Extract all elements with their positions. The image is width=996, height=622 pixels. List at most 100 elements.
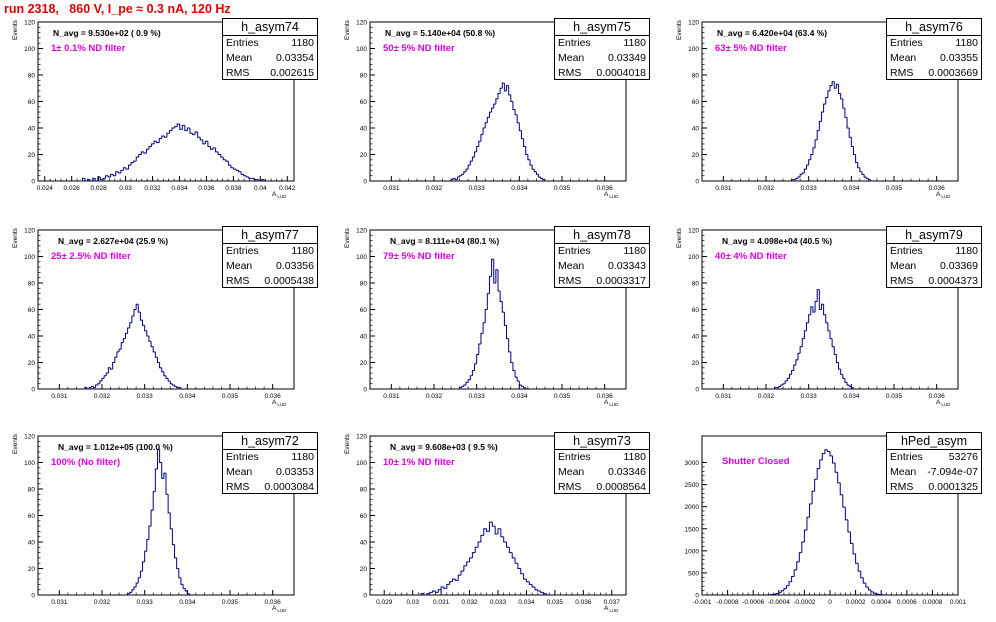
filter-label: 10± 1% ND filter <box>383 457 455 468</box>
histogram-bin <box>783 588 787 591</box>
figure-title: run 2318, 860 V, I_pe ≈ 0.3 nA, 120 Hz <box>4 2 231 16</box>
histogram-bin <box>855 154 858 163</box>
histogram-bin <box>151 143 155 147</box>
histogram-bin <box>477 541 481 548</box>
histogram-bin <box>167 378 171 382</box>
x-tick-label: 0.028 <box>90 185 107 192</box>
x-tick-label: 0.033 <box>490 599 507 606</box>
stats-entries-row: Entries 1180 <box>223 450 317 465</box>
histogram-bin <box>450 179 454 181</box>
x-axis-label-subscript: LUD <box>609 402 619 408</box>
x-tick-label: 0.032 <box>758 393 775 400</box>
histogram-bin <box>848 385 852 387</box>
histogram-bin <box>808 159 811 166</box>
x-tick-label: 0.034 <box>171 185 188 192</box>
stats-rms-key: RMS <box>558 481 582 493</box>
histogram-bin <box>156 357 160 363</box>
histogram-bin <box>186 127 190 131</box>
y-tick-label: 40 <box>360 126 368 133</box>
histogram-bin <box>806 164 809 170</box>
x-tick-label: 0.036 <box>929 393 946 400</box>
filter-label: 50± 5% ND filter <box>383 43 455 54</box>
stats-box: h_asym77 Entries 1180 Mean 0.03356 RMS 0.00054… <box>222 226 318 288</box>
x-tick-label: 0.0002 <box>846 599 866 606</box>
histogram-bin <box>99 380 102 384</box>
histogram-bin <box>537 589 541 592</box>
histogram-bin <box>466 561 470 566</box>
histogram-bin <box>463 171 466 175</box>
histogram-bin <box>867 178 871 181</box>
histogram-plot-h_asym73: 0 20 40 60 80 100 120 0.029 0.03 0.031 0.032 0.033 0… <box>356 434 627 606</box>
stats-entries-key: Entries <box>226 245 259 257</box>
histogram-bin <box>495 269 498 283</box>
histogram-bin <box>467 164 471 170</box>
y-tick-label: 80 <box>692 281 700 288</box>
histogram-bin <box>506 85 509 91</box>
histogram-bin <box>165 375 169 379</box>
histogram-bin <box>829 85 833 91</box>
histogram-bin <box>788 373 792 379</box>
histogram-bin <box>491 258 494 277</box>
x-tick-label: -0.0002 <box>793 599 815 606</box>
stats-histogram-name: h_asym75 <box>555 19 649 36</box>
histogram-bin <box>860 571 864 579</box>
stats-rms-value: 0.0003317 <box>596 275 646 287</box>
histogram-bin <box>215 147 219 153</box>
histogram-bin <box>88 387 92 389</box>
x-axis-label-main: A <box>604 191 609 198</box>
y-tick-label: 60 <box>360 513 368 520</box>
stats-rms-value: 0.0004373 <box>928 275 978 287</box>
histogram-bin <box>461 173 464 176</box>
histogram-bin <box>793 569 797 577</box>
y-tick-label: 40 <box>360 334 368 341</box>
histogram-bin <box>176 386 179 389</box>
histogram-bin <box>816 130 820 140</box>
x-axis-label: ALUD <box>272 399 286 407</box>
histogram-bin <box>810 306 813 315</box>
histogram-bin <box>543 592 547 595</box>
navg-label: N_avg = 9.530e+02 ( 0.9 %) <box>53 28 161 38</box>
x-tick-label: 0.034 <box>843 185 860 192</box>
stats-histogram-name: h_asym76 <box>887 19 981 36</box>
histogram-bin <box>857 162 860 169</box>
stats-rms-key: RMS <box>226 275 250 287</box>
histogram-bin <box>483 528 487 536</box>
stats-entries-value: 1180 <box>291 245 314 257</box>
histogram-bin <box>87 179 91 181</box>
histogram-bin <box>117 171 121 174</box>
stats-entries-value: 1180 <box>623 245 646 257</box>
histogram-bin <box>197 131 201 138</box>
histogram-panel-h_asym72: 0 20 40 60 80 100 120 0.031 0.032 0.033 0.034 0.035… <box>0 432 332 622</box>
histogram-bin <box>97 383 100 386</box>
y-tick-label: 120 <box>688 228 699 235</box>
histogram-bin <box>97 176 101 181</box>
histogram-bin <box>831 81 835 86</box>
stats-rms-key: RMS <box>558 67 582 79</box>
histogram-bin <box>829 451 833 457</box>
y-tick-label: 80 <box>360 487 368 494</box>
histogram-bin <box>797 176 801 179</box>
histogram-bin <box>844 108 848 118</box>
stats-rms-row: RMS 0.0003669 <box>887 66 981 81</box>
histogram-bin <box>520 130 524 140</box>
histogram-bin <box>440 586 444 590</box>
histogram-bin <box>461 385 464 388</box>
histogram-bin <box>115 171 119 176</box>
stats-entries-key: Entries <box>558 37 591 49</box>
histogram-bin <box>846 382 850 386</box>
stats-mean-row: Mean 0.03346 <box>555 465 649 480</box>
navg-label: N_avg = 8.111e+04 (80.1 %) <box>390 236 500 246</box>
stats-entries-key: Entries <box>226 37 259 49</box>
histogram-bin <box>178 568 181 579</box>
histogram-bin <box>791 575 795 582</box>
histogram-bin <box>827 90 830 98</box>
histogram-bin <box>528 581 533 585</box>
stats-entries-row: Entries 53276 <box>887 450 981 465</box>
x-axis-label-main: A <box>604 605 609 612</box>
histogram-bin <box>540 591 544 593</box>
stats-entries-row: Entries 1180 <box>223 36 317 51</box>
histogram-bin <box>814 139 818 148</box>
x-tick-label: 0.031 <box>433 599 450 606</box>
histogram-bin <box>859 167 862 173</box>
histogram-bin <box>471 156 475 162</box>
